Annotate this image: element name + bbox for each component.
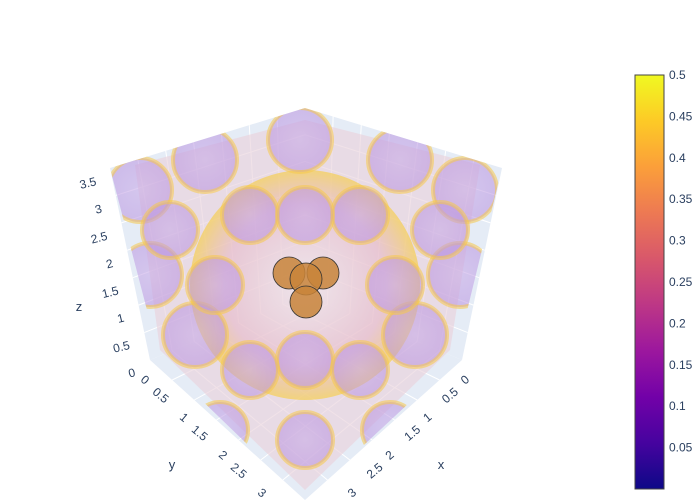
colorbar-tick-label: 0.4 [669, 151, 686, 165]
colorbar-tick-label: 0.45 [669, 109, 693, 123]
colorbar-tick-label: 0.3 [669, 234, 686, 248]
scene-3d[interactable]: 00.511.522.533.5 00.511.522.53 00.511.52… [76, 108, 502, 500]
y-axis-label: y [169, 457, 176, 472]
y-tick-label: 3 [255, 485, 269, 500]
atom-sphere [289, 285, 323, 319]
x-tick-label: 0 [458, 372, 472, 387]
x-tick-label: 1 [420, 410, 434, 425]
colorbar-tick-label: 0.15 [669, 358, 693, 372]
colorbar-tick-label: 0.5 [669, 68, 686, 82]
y-tick-label: 2 [216, 448, 230, 463]
colorbar-tick-label: 0.25 [669, 275, 693, 289]
z-tick-label: 0 [127, 365, 137, 380]
colorbar: 0.05 0.1 0.15 0.2 0.25 0.3 0.35 0.4 0.45 0.5 [634, 68, 693, 490]
colorbar-tick-label: 0.2 [669, 316, 686, 330]
colorbar-gradient [634, 74, 665, 490]
y-tick-label: 2.5 [228, 460, 250, 482]
colorbar-tick-label: 0.05 [669, 441, 693, 455]
z-tick-label: 3 [93, 202, 103, 217]
z-tick-label: 2 [105, 256, 115, 271]
y-tick-label: 0.5 [150, 385, 172, 407]
colorbar-ticks: 0.05 0.1 0.15 0.2 0.25 0.3 0.35 0.4 0.45 0.5 [669, 68, 693, 455]
z-tick-label: 1.5 [100, 283, 120, 301]
z-tick-label: 1 [116, 311, 126, 326]
y-tick-label: 0 [138, 372, 152, 387]
colorbar-tick-label: 0.35 [669, 192, 693, 206]
x-tick-label: 1.5 [401, 422, 423, 444]
z-tick-label: 0.5 [112, 338, 132, 356]
z-axis-ticks: 0 0.5 1 1.5 2 2.5 3 3.5 [78, 174, 137, 380]
z-axis-label: z [76, 299, 83, 314]
x-axis-label: x [438, 457, 445, 472]
z-tick-label: 3.5 [78, 174, 98, 192]
x-tick-label: 0.5 [439, 384, 461, 406]
y-tick-label: 1 [177, 410, 191, 425]
atoms [272, 256, 340, 319]
x-tick-label: 2.5 [364, 460, 386, 482]
x-tick-label: 3 [345, 485, 359, 500]
z-tick-label: 2.5 [89, 229, 109, 247]
x-tick-label: 2 [383, 447, 397, 462]
colorbar-tick-label: 0.1 [669, 399, 686, 413]
y-tick-label: 1.5 [189, 422, 211, 444]
